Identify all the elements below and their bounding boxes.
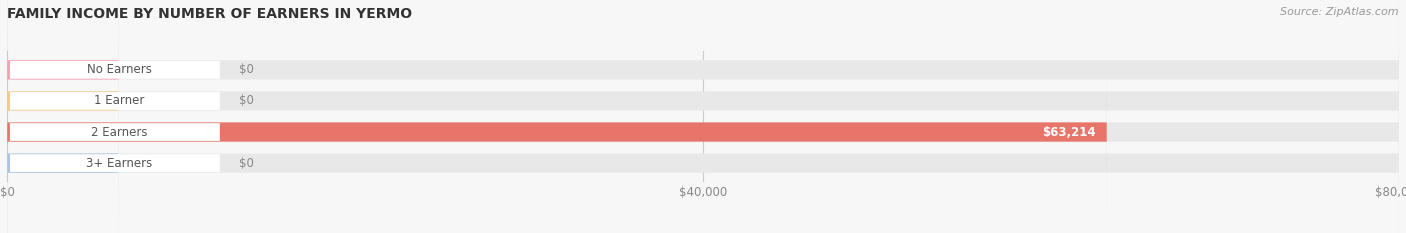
Text: $0: $0	[239, 94, 254, 107]
Text: $0: $0	[239, 157, 254, 170]
Text: No Earners: No Earners	[87, 63, 152, 76]
FancyBboxPatch shape	[7, 0, 1399, 233]
FancyBboxPatch shape	[7, 0, 118, 233]
FancyBboxPatch shape	[10, 0, 219, 233]
Text: $63,214: $63,214	[1042, 126, 1095, 139]
FancyBboxPatch shape	[7, 0, 118, 233]
FancyBboxPatch shape	[7, 0, 1399, 233]
FancyBboxPatch shape	[10, 0, 219, 233]
FancyBboxPatch shape	[7, 0, 1399, 233]
Text: 2 Earners: 2 Earners	[91, 126, 148, 139]
FancyBboxPatch shape	[7, 0, 1399, 233]
Text: 3+ Earners: 3+ Earners	[86, 157, 152, 170]
Text: 1 Earner: 1 Earner	[94, 94, 145, 107]
Text: $0: $0	[239, 63, 254, 76]
FancyBboxPatch shape	[7, 0, 1107, 233]
Text: FAMILY INCOME BY NUMBER OF EARNERS IN YERMO: FAMILY INCOME BY NUMBER OF EARNERS IN YE…	[7, 7, 412, 21]
Text: Source: ZipAtlas.com: Source: ZipAtlas.com	[1281, 7, 1399, 17]
FancyBboxPatch shape	[10, 0, 219, 233]
FancyBboxPatch shape	[7, 0, 118, 233]
FancyBboxPatch shape	[10, 0, 219, 233]
